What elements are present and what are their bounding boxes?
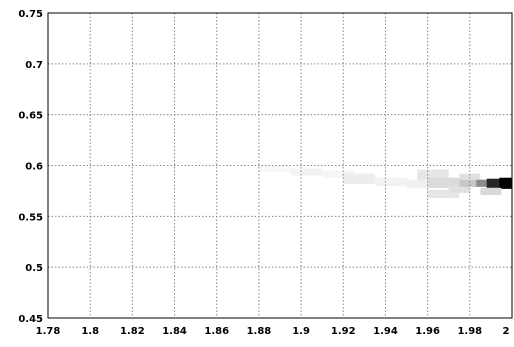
heatmap-cell (459, 173, 481, 180)
x-tick-label: 1.86 (204, 326, 229, 337)
heatmap-cells (258, 165, 512, 199)
heatmap-cell (459, 179, 477, 187)
x-tick-label: 2 (503, 326, 510, 337)
heatmap-cell (343, 173, 375, 184)
heatmap-cell (290, 168, 323, 176)
heatmap-cell (448, 185, 470, 193)
x-tick-labels: 1.78 1.8 1.82 1.84 1.86 1.88 1.9 1.92 1.94 1.96 1.… (36, 326, 510, 337)
y-tick-label: 0.75 (18, 9, 43, 20)
grid-lines (47, 12, 513, 319)
x-tick-label: 1.78 (36, 326, 61, 337)
y-tick-label: 0.65 (18, 111, 43, 122)
y-tick-labels: 0.75 0.7 0.65 0.6 0.55 0.5 0.45 (18, 9, 43, 325)
x-tick-label: 1.94 (373, 326, 398, 337)
x-tick-label: 1.9 (292, 326, 310, 337)
heatmap-cell (374, 177, 407, 186)
x-tick-label: 1.98 (457, 326, 482, 337)
heatmap-cell (427, 177, 460, 188)
x-tick-label: 1.92 (331, 326, 356, 337)
plot-frame (47, 12, 513, 319)
x-tick-label: 1.88 (247, 326, 272, 337)
heatmap-cell (406, 179, 428, 188)
heatmap-cell (258, 165, 291, 172)
heatmap-cell (486, 178, 502, 188)
x-tick-label: 1.8 (81, 326, 99, 337)
y-tick-label: 0.6 (25, 162, 43, 173)
y-tick-label: 0.7 (25, 60, 43, 71)
heatmap-cell (476, 179, 491, 187)
x-tick-label: 1.84 (162, 326, 187, 337)
heatmap-cell (480, 187, 502, 195)
heatmap-cell (322, 170, 354, 178)
y-tick-label: 0.55 (18, 212, 43, 223)
heatmap-cell (417, 169, 449, 180)
x-tick-label: 1.82 (120, 326, 145, 337)
y-tick-label: 0.5 (25, 263, 43, 274)
y-tick-label: 0.45 (18, 314, 43, 325)
x-tick-label: 1.96 (415, 326, 440, 337)
heatmap-cell (427, 189, 460, 199)
heatmap-cell (499, 177, 512, 189)
